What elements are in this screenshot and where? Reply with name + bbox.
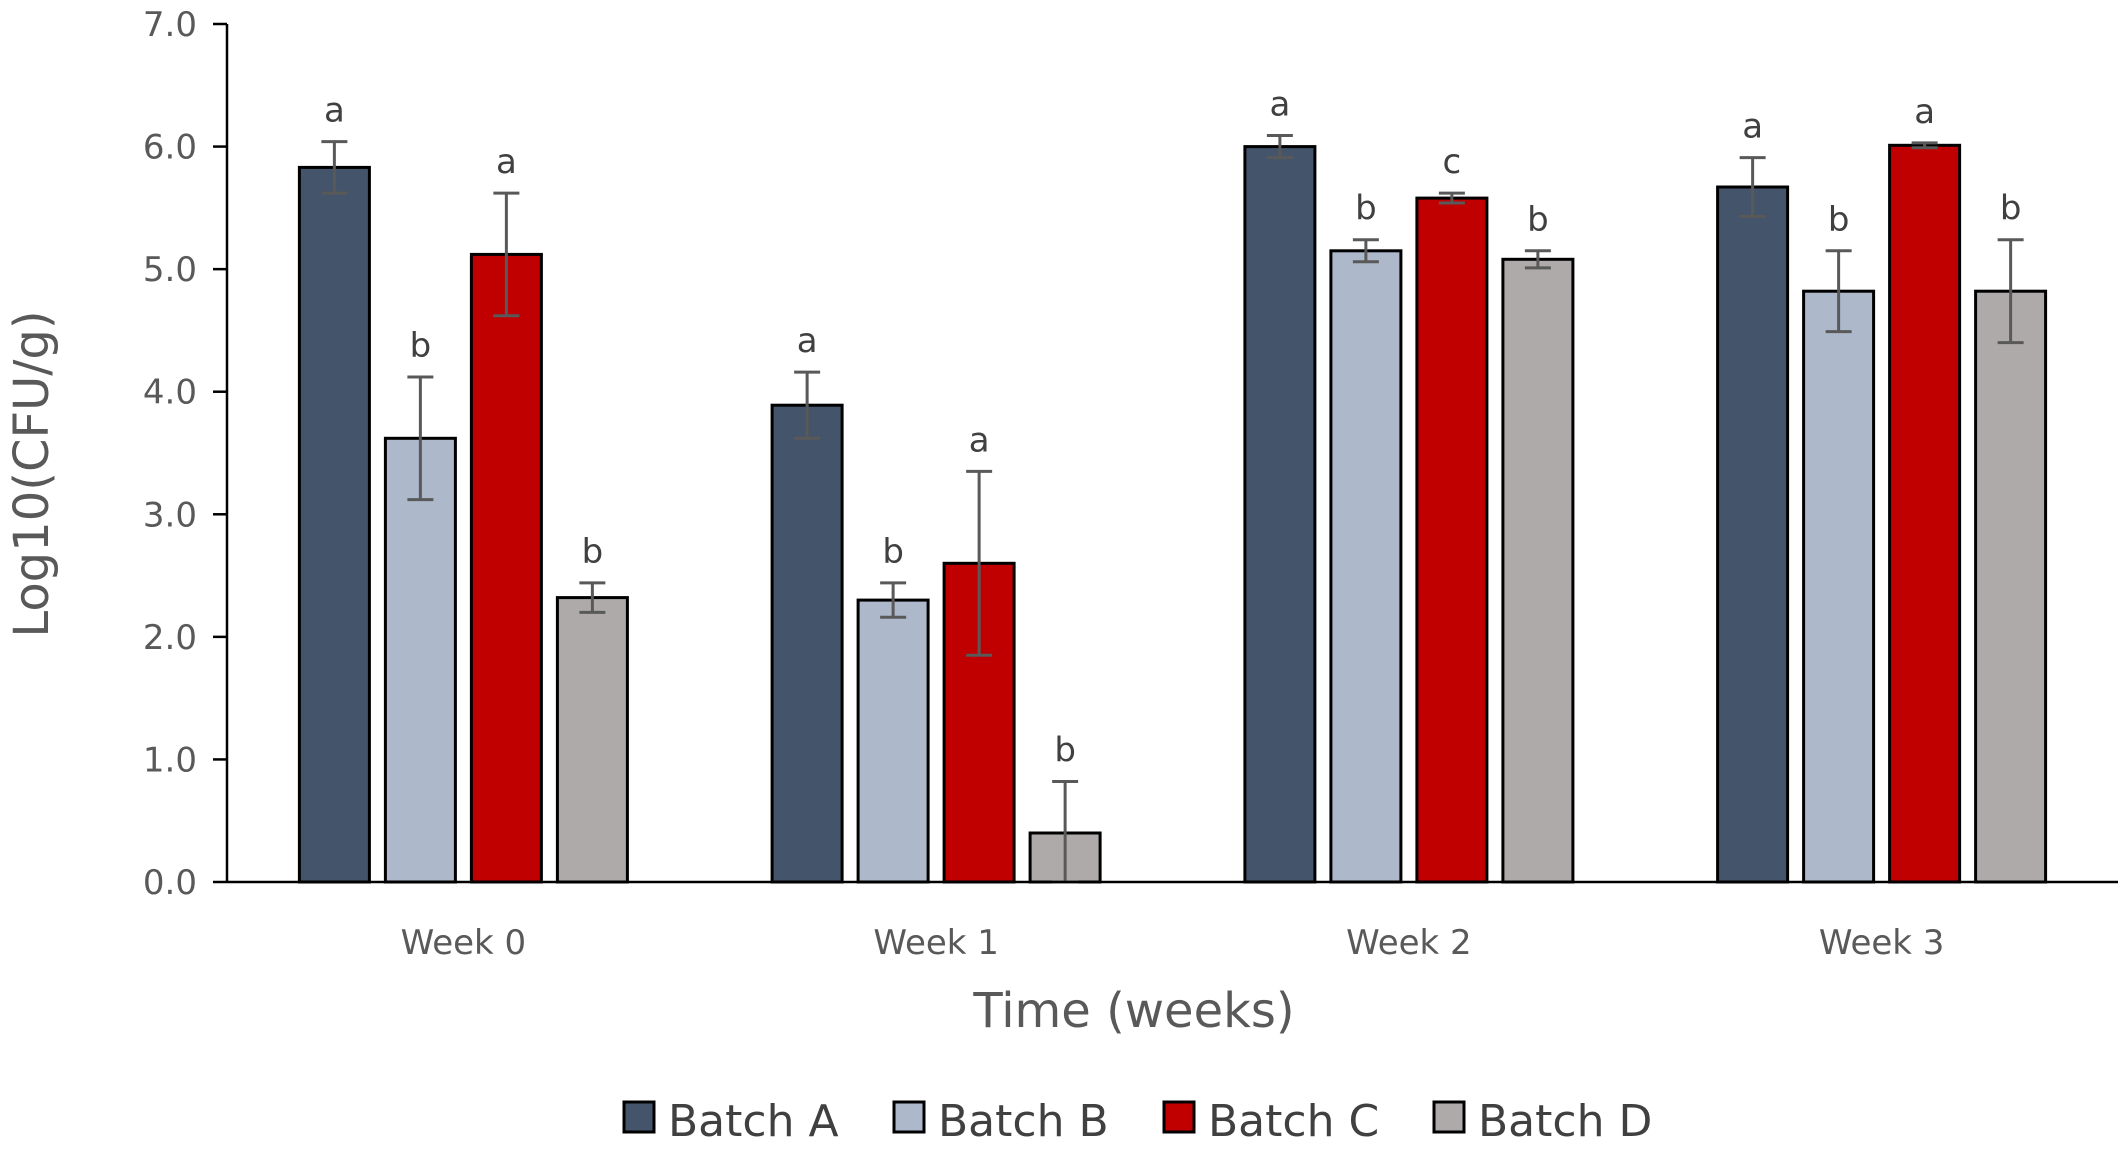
significance-label: b [582, 532, 604, 572]
y-tick-label: 0.0 [143, 863, 197, 903]
legend-label: Batch B [938, 1096, 1109, 1147]
significance-label: a [969, 420, 990, 460]
error-bar [1524, 249, 1551, 270]
bar-batch-d-week-2 [1501, 257, 1575, 884]
significance-label: b [1527, 200, 1549, 240]
legend-item: Batch C [1162, 1096, 1379, 1147]
error-bars-layer [321, 134, 2024, 884]
bar-batch-c-week-2 [1415, 196, 1489, 884]
legend-swatch [892, 1100, 926, 1134]
bar-batch-a-week-3 [1716, 185, 1790, 884]
error-bar [1739, 156, 1766, 218]
bar-batch-b-week-2 [1329, 249, 1403, 884]
legend-item: Batch A [622, 1096, 839, 1147]
error-bar [1911, 141, 1938, 150]
significance-label: b [1355, 189, 1377, 229]
x-tick-label: Week 0 [401, 923, 527, 963]
error-bar [1266, 134, 1293, 160]
significance-label: a [324, 91, 345, 131]
legend-swatch [622, 1100, 656, 1134]
significance-label: a [797, 321, 818, 361]
significance-label: c [1443, 142, 1462, 182]
error-bar [493, 191, 520, 318]
significance-label: b [1828, 200, 1850, 240]
y-tick-label: 7.0 [143, 5, 197, 45]
legend-item: Batch B [892, 1096, 1109, 1147]
significance-labels-layer: a b a b a b a b a b c b a b a b [324, 85, 2021, 771]
error-bar [1825, 249, 1852, 334]
error-bar [579, 581, 606, 614]
bar-batch-d-week-3 [1974, 289, 2048, 884]
y-axis-title: Log10(CFU/g) [4, 310, 60, 637]
bar-batch-d-week-0 [555, 596, 629, 884]
significance-label: b [1054, 731, 1076, 771]
error-bar [1438, 191, 1465, 205]
significance-label: b [410, 326, 432, 366]
axes-layer: Week 0 Week 1 Week 2 Week 3 0.0 1.0 2.0 3.0 4.0 5… [143, 5, 2118, 963]
bar-batch-c-week-3 [1888, 143, 1962, 884]
error-bar [321, 140, 348, 195]
significance-label: a [1269, 85, 1290, 125]
bar-batch-a-week-0 [297, 165, 371, 884]
significance-label: b [882, 532, 904, 572]
x-axis-title: Time (weeks) [972, 983, 1294, 1039]
y-tick-label: 1.0 [143, 740, 197, 780]
legend-swatch [1162, 1100, 1196, 1134]
error-bar [966, 469, 993, 657]
legend-swatch [1432, 1100, 1466, 1134]
error-bar [794, 370, 821, 440]
y-tick-label: 3.0 [143, 495, 197, 535]
legend-label: Batch C [1208, 1096, 1379, 1147]
error-bar [1997, 238, 2024, 345]
legend-label: Batch D [1478, 1096, 1652, 1147]
x-tick-label: Week 3 [1819, 923, 1945, 963]
bar-batch-b-week-1 [856, 598, 930, 884]
x-tick-label: Week 1 [873, 923, 999, 963]
legend: Batch A Batch B Batch C Batch D [622, 1096, 1652, 1147]
legend-item: Batch D [1432, 1096, 1652, 1147]
y-tick-label: 4.0 [143, 373, 197, 413]
error-bar [407, 375, 434, 502]
y-tick-label: 2.0 [143, 618, 197, 658]
bar-batch-b-week-0 [383, 436, 457, 884]
error-bar [1352, 238, 1379, 264]
x-tick-label: Week 2 [1346, 923, 1472, 963]
bar-batch-c-week-0 [469, 252, 543, 884]
bar-batch-b-week-3 [1802, 289, 1876, 884]
significance-label: a [1742, 107, 1763, 147]
y-tick-label: 5.0 [143, 250, 197, 290]
error-bar [880, 581, 907, 619]
y-tick-label: 6.0 [143, 128, 197, 168]
bars-layer [297, 143, 2048, 884]
significance-label: a [1914, 92, 1935, 132]
significance-label: b [2000, 189, 2022, 229]
bar-batch-a-week-1 [770, 403, 844, 884]
significance-label: a [496, 142, 517, 182]
legend-label: Batch A [668, 1096, 839, 1147]
bar-batch-a-week-2 [1243, 145, 1317, 884]
